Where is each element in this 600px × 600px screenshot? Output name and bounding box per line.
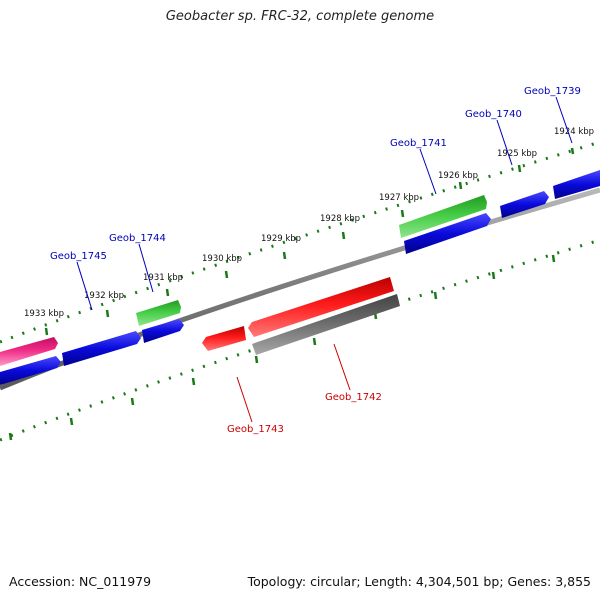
genes-value: 3,855 [555, 574, 591, 589]
gene-arrow-geob-1739[interactable] [553, 170, 600, 199]
ruler-label: 1928 kbp [320, 214, 360, 224]
length-value: 4,304,501 bp [415, 574, 500, 589]
callout-line [555, 96, 573, 144]
gene-arrow-geob-1741[interactable] [399, 195, 487, 238]
gene-arrow-red[interactable] [248, 277, 394, 337]
accession-value: NC_011979 [79, 574, 152, 589]
gene-label-geob-1743[interactable]: Geob_1743 [227, 424, 284, 435]
callout-line [236, 376, 253, 423]
gene-arrow-blue[interactable] [0, 356, 61, 385]
gene-arrow-geob-1744[interactable] [136, 300, 181, 326]
genome-stats-footer: Topology: circular; Length: 4,304,501 bp… [247, 574, 591, 589]
ruler-label: 1933 kbp [24, 309, 64, 319]
callout-line [419, 148, 437, 195]
callout-line [76, 261, 93, 311]
ruler-label: 1924 kbp [554, 127, 594, 137]
ruler-label: 1927 kbp [379, 193, 419, 203]
genes-label: Genes: [507, 574, 552, 589]
callout-line [138, 243, 154, 293]
callout-line [496, 119, 513, 166]
gene-arrow-geob-1745[interactable] [62, 331, 141, 366]
gene-arrow-blue[interactable] [142, 319, 184, 343]
gene-arrow-geob-1742[interactable] [252, 294, 400, 355]
gene-label-geob-1744[interactable]: Geob_1744 [109, 233, 166, 244]
gene-arrow-blue[interactable] [404, 213, 491, 254]
ruler-label: 1931 kbp [143, 273, 183, 283]
genome-backbone [0, 187, 600, 391]
topology-label: Topology: [247, 574, 307, 589]
map-title: Geobacter sp. FRC-32, complete genome [165, 9, 435, 24]
length-label: Length: [364, 574, 412, 589]
inner-major-ticks [8, 254, 556, 441]
callout-line [333, 343, 351, 391]
ruler-label: 1929 kbp [261, 234, 301, 244]
outer-major-ticks [44, 147, 575, 336]
gene-label-geob-1745[interactable]: Geob_1745 [50, 251, 107, 262]
ruler-label: 1932 kbp [84, 291, 124, 301]
ruler-label: 1926 kbp [438, 171, 478, 181]
gene-arrow-pink[interactable] [0, 337, 58, 366]
accession-footer: Accession: NC_011979 [9, 574, 151, 589]
accession-label: Accession: [9, 574, 76, 589]
topology-value: circular [310, 574, 357, 589]
gene-label-geob-1740[interactable]: Geob_1740 [465, 109, 522, 120]
ruler-label: 1925 kbp [497, 149, 537, 159]
ruler-label: 1930 kbp [202, 254, 242, 264]
gene-label-geob-1739[interactable]: Geob_1739 [524, 86, 581, 97]
gene-arrow-geob-1740[interactable] [500, 191, 549, 218]
gene-label-geob-1741[interactable]: Geob_1741 [390, 138, 447, 149]
gene-label-geob-1742[interactable]: Geob_1742 [325, 392, 382, 403]
gene-arrow-geob-1743[interactable] [202, 326, 246, 351]
